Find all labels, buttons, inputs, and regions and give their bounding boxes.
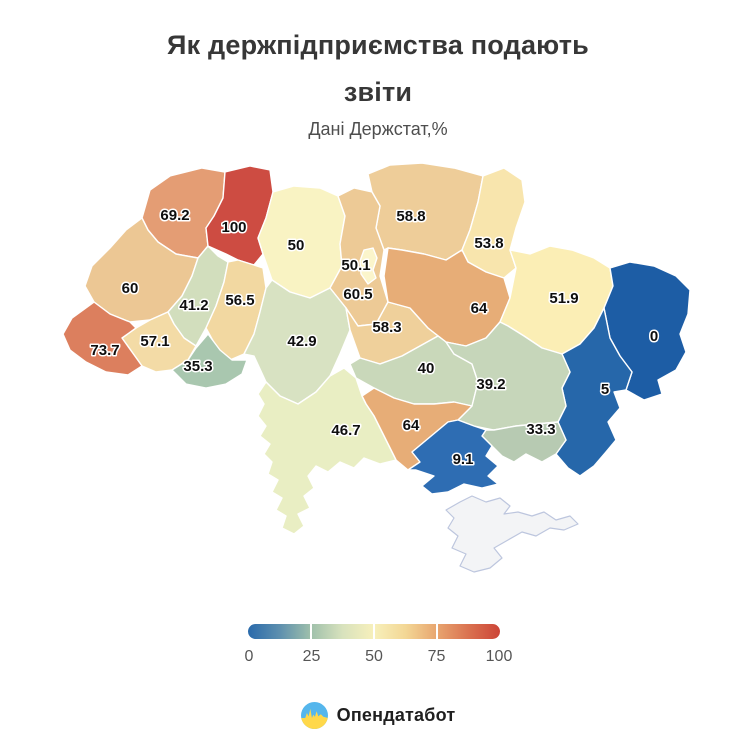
region-sumy <box>461 167 526 279</box>
region-zaporizhzhia <box>481 421 567 463</box>
region-value-label-kirovohrad: 40 <box>418 360 435 377</box>
region-value-label-zakarpattia: 73.7 <box>90 342 119 359</box>
region-value-label-khmelnytskyi: 56.5 <box>225 292 254 309</box>
region-value-label-zhytomyr: 50 <box>288 237 305 254</box>
region-kherson <box>407 419 499 495</box>
region-value-label-kyiv-oblast: 60.5 <box>343 286 372 303</box>
region-value-label-volyn: 69.2 <box>160 207 189 224</box>
page-subtitle: Дані Держстат,% <box>308 118 448 139</box>
legend-tick-label: 25 <box>302 648 321 665</box>
region-value-label-odesa: 46.7 <box>331 422 360 439</box>
region-dnipropetrovsk <box>445 321 571 431</box>
region-value-label-lviv: 60 <box>122 280 139 297</box>
opendatabot-logo-icon <box>300 702 328 729</box>
region-value-label-mykolaiv: 64 <box>403 417 420 434</box>
legend-tick-label: 50 <box>365 648 383 665</box>
region-value-label-sumy: 53.8 <box>474 235 503 252</box>
region-kyiv-city <box>359 247 378 285</box>
region-value-label-rivne: 100 <box>221 219 246 236</box>
brand-footer: Опендатабот <box>0 702 756 729</box>
page-title: Як держпідприємства подають звіти <box>167 30 589 108</box>
region-value-label-ivano-frankivsk: 57.1 <box>140 333 169 350</box>
region-value-label-chernihiv: 58.8 <box>396 208 425 225</box>
region-value-label-ternopil: 41.2 <box>179 297 208 314</box>
region-odesa <box>257 367 397 535</box>
region-value-label-poltava: 64 <box>471 300 488 317</box>
region-value-label-zaporizhzhia: 33.3 <box>526 421 555 438</box>
ukraine-choropleth: 69.2 100 50 58.8 53.8 60.5 50.1 60 41.2 56.5 57.1 7… <box>58 158 698 598</box>
legend-separator <box>436 624 438 639</box>
region-value-label-kherson: 9.1 <box>453 451 474 468</box>
legend-separator <box>310 624 312 639</box>
legend-ticks: 0 25 50 75 100 <box>234 648 514 666</box>
region-value-label-donetsk: 5 <box>601 381 609 398</box>
legend-tick-label: 0 <box>244 648 254 665</box>
region-value-label-kyiv-city: 50.1 <box>341 257 370 274</box>
title-block: Як держпідприємства подають звіти Дані Д… <box>0 22 756 140</box>
legend-tick-label: 100 <box>485 648 513 665</box>
region-value-label-vinnytsia: 42.9 <box>287 333 316 350</box>
region-crimea <box>445 495 579 573</box>
legend-tick-label: 75 <box>427 648 446 665</box>
region-value-label-chernivtsi: 35.3 <box>183 358 212 375</box>
legend-separator <box>373 624 375 639</box>
region-value-label-cherkasy: 58.3 <box>372 319 401 336</box>
brand-name: Опендатабот <box>336 705 456 725</box>
region-zakarpattia <box>62 301 143 376</box>
region-value-label-dnipropetrovsk: 39.2 <box>476 376 505 393</box>
region-value-label-kharkiv: 51.9 <box>549 290 578 307</box>
region-chernivtsi <box>171 333 248 389</box>
region-ternopil <box>167 245 229 347</box>
region-value-label-luhansk: 0 <box>650 328 658 345</box>
